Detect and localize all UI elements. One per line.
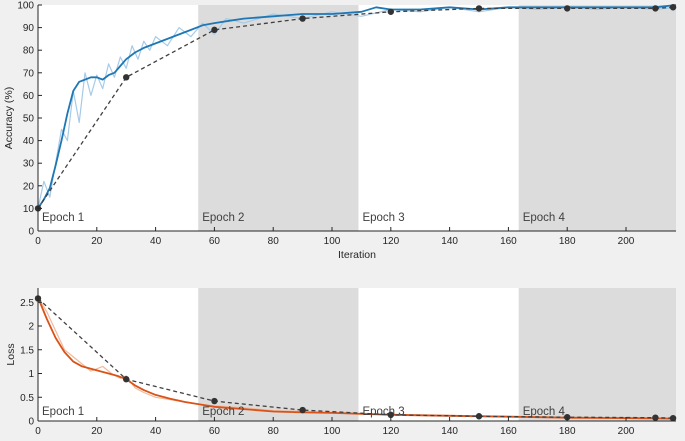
accuracy-raw-line <box>37 6 677 209</box>
loss-epoch-label: Epoch 4 <box>523 406 566 418</box>
accuracy-validation-point <box>123 74 130 81</box>
accuracy-y-axis-title: Accuracy (%) <box>3 87 15 149</box>
loss-y-tick-label: 1.5 <box>20 345 34 356</box>
accuracy-epoch-band <box>198 5 359 231</box>
accuracy-y-tick-label: 70 <box>23 68 35 79</box>
loss-x-tick-label: 60 <box>209 426 221 437</box>
accuracy-y-tick-label: 0 <box>28 227 34 238</box>
accuracy-y-tick-label: 20 <box>23 181 35 192</box>
loss-x-tick-label: 20 <box>91 426 103 437</box>
loss-x-tick-label: 100 <box>324 426 341 437</box>
loss-validation-point <box>387 411 395 419</box>
loss-y-axis-title: Loss <box>5 343 17 365</box>
accuracy-y-tick-label: 40 <box>23 136 35 147</box>
loss-epoch-label: Epoch 3 <box>362 406 404 418</box>
loss-y-tick-label: 0 <box>28 417 34 428</box>
accuracy-validation-point <box>211 26 218 34</box>
loss-x-tick-label: 40 <box>150 426 162 437</box>
accuracy-x-axis-title: Iteration <box>338 249 376 261</box>
loss-validation-point <box>211 397 218 405</box>
accuracy-epoch-band <box>518 5 676 231</box>
loss-x-tick-label: 180 <box>559 426 576 437</box>
accuracy-y-tick-label: 90 <box>23 23 35 34</box>
accuracy-validation-point <box>475 5 483 12</box>
accuracy-y-tick-label: 30 <box>23 159 35 170</box>
accuracy-validation-point <box>564 5 571 12</box>
accuracy-epoch-label: Epoch 3 <box>362 212 404 224</box>
accuracy-x-tick-label: 180 <box>559 236 576 247</box>
loss-y-tick-label: 1 <box>28 369 34 380</box>
accuracy-y-tick-label: 10 <box>23 204 35 215</box>
accuracy-validation-point <box>387 8 395 15</box>
loss-y-tick-label: 2 <box>28 322 34 333</box>
accuracy-validation-point <box>652 5 659 12</box>
accuracy-y-tick-label: 100 <box>17 1 34 12</box>
accuracy-x-tick-label: 200 <box>618 236 635 247</box>
accuracy-x-tick-label: 100 <box>324 236 341 247</box>
accuracy-x-tick-label: 60 <box>209 236 221 247</box>
loss-validation-point <box>652 414 659 421</box>
loss-y-tick-label: 2.5 <box>20 298 34 309</box>
accuracy-x-tick-label: 160 <box>500 236 517 247</box>
accuracy-validation-point <box>669 4 677 11</box>
loss-validation-point <box>123 376 130 383</box>
loss-epoch-label: Epoch 2 <box>202 406 244 418</box>
accuracy-validation-point <box>299 15 306 22</box>
accuracy-epoch-label: Epoch 2 <box>202 212 244 224</box>
accuracy-x-tick-label: 0 <box>35 236 41 247</box>
loss-x-tick-label: 80 <box>268 426 280 437</box>
loss-x-tick-label: 140 <box>441 426 458 437</box>
accuracy-y-tick-label: 60 <box>23 91 35 102</box>
accuracy-smoothed-line <box>37 4 677 209</box>
accuracy-epoch-label: Epoch 1 <box>42 212 84 224</box>
accuracy-y-tick-label: 50 <box>23 114 35 125</box>
accuracy-y-tick-label: 80 <box>23 46 35 57</box>
loss-y-tick-label: 0.5 <box>20 393 34 404</box>
loss-plot: Epoch 1 Epoch 2 Epoch 3 Epoch 40 20 40 60 80 100… <box>5 288 677 437</box>
loss-epoch-band <box>198 288 359 421</box>
loss-x-tick-label: 160 <box>500 426 517 437</box>
loss-x-tick-label: 200 <box>618 426 635 437</box>
accuracy-x-tick-label: 120 <box>382 236 399 247</box>
loss-validation-point <box>475 413 483 420</box>
accuracy-x-tick-label: 40 <box>150 236 162 247</box>
loss-x-tick-label: 120 <box>382 426 399 437</box>
loss-validation-point <box>669 414 677 422</box>
accuracy-x-tick-label: 140 <box>441 236 458 247</box>
loss-x-tick-label: 0 <box>35 426 41 437</box>
accuracy-epoch-label: Epoch 4 <box>523 212 566 224</box>
accuracy-x-tick-label: 20 <box>91 236 103 247</box>
loss-validation-point <box>299 406 306 414</box>
accuracy-x-tick-label: 80 <box>268 236 280 247</box>
accuracy-plot: Epoch 1 Epoch 2 Epoch 3 Epoch 40 20 40 60 80 100… <box>3 1 677 261</box>
loss-epoch-band <box>518 288 676 421</box>
loss-epoch-label: Epoch 1 <box>42 406 84 418</box>
